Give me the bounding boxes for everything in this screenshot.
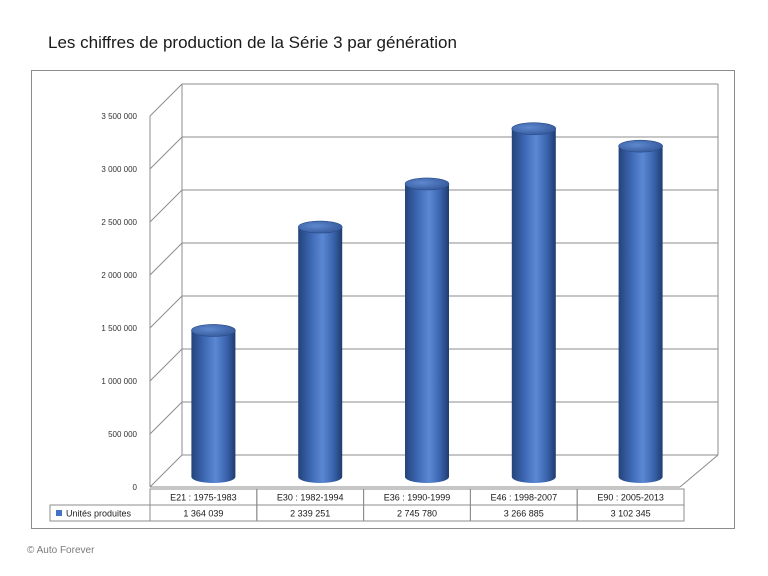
y-tick-label: 3 500 000 xyxy=(101,112,137,121)
data-label: 2 745 780 xyxy=(397,509,437,519)
bar-chart: 0 500 000 1 000 000 1 500 000 2 000 000 2 500… xyxy=(49,83,719,522)
y-tick-label: 2 000 000 xyxy=(101,271,137,280)
data-label: 1 364 039 xyxy=(183,509,223,519)
gridline-side xyxy=(149,348,183,382)
bar-top xyxy=(618,139,663,153)
floor-right-edge xyxy=(679,454,719,488)
category-label: E36 : 1990-1999 xyxy=(384,493,451,503)
gridline-side xyxy=(149,295,183,329)
category-label: E30 : 1982-1994 xyxy=(277,493,344,503)
category-label: E46 : 1998-2007 xyxy=(491,493,558,503)
chart-area: 0 500 000 1 000 000 1 500 000 2 000 000 2 500… xyxy=(31,70,735,529)
chart-title: Les chiffres de production de la Série 3… xyxy=(48,33,457,52)
bar-body xyxy=(298,227,343,484)
bar-e21 xyxy=(191,324,236,484)
bar-body xyxy=(511,128,556,484)
category-label: E21 : 1975-1983 xyxy=(170,493,237,503)
data-label: 3 102 345 xyxy=(611,509,651,519)
bar-e46 xyxy=(511,122,557,484)
bar-e90 xyxy=(618,139,663,484)
y-tick-label: 1 000 000 xyxy=(101,377,137,386)
y-tick-label: 2 500 000 xyxy=(101,218,137,227)
table-value-cell xyxy=(576,504,685,522)
gridline-side xyxy=(149,189,183,223)
data-label: 2 339 251 xyxy=(290,509,330,519)
bar-top xyxy=(297,220,343,234)
bar-body xyxy=(405,183,449,483)
bar-top xyxy=(404,177,450,191)
category-label: E90 : 2005-2013 xyxy=(597,493,664,503)
bar-body xyxy=(618,146,663,484)
gridline-side xyxy=(149,401,183,435)
bar-body xyxy=(191,330,236,484)
copyright-credit: © Auto Forever xyxy=(27,545,95,556)
legend-swatch xyxy=(56,510,62,516)
gridline-side xyxy=(149,136,183,170)
bar-e36 xyxy=(404,177,450,483)
y-tick-label: 500 000 xyxy=(108,430,137,439)
gridline-side xyxy=(149,83,183,117)
bar-top xyxy=(511,122,557,136)
y-tick-label: 0 xyxy=(133,483,138,492)
y-tick-label: 1 500 000 xyxy=(101,324,137,333)
y-tick-label: 3 000 000 xyxy=(101,165,137,174)
bar-e30 xyxy=(297,220,343,484)
bar-top xyxy=(191,324,236,337)
gridline-side xyxy=(149,242,183,276)
data-label: 3 266 885 xyxy=(504,509,544,519)
gridline-side xyxy=(149,454,183,488)
legend-series-name: Unités produites xyxy=(66,509,132,519)
